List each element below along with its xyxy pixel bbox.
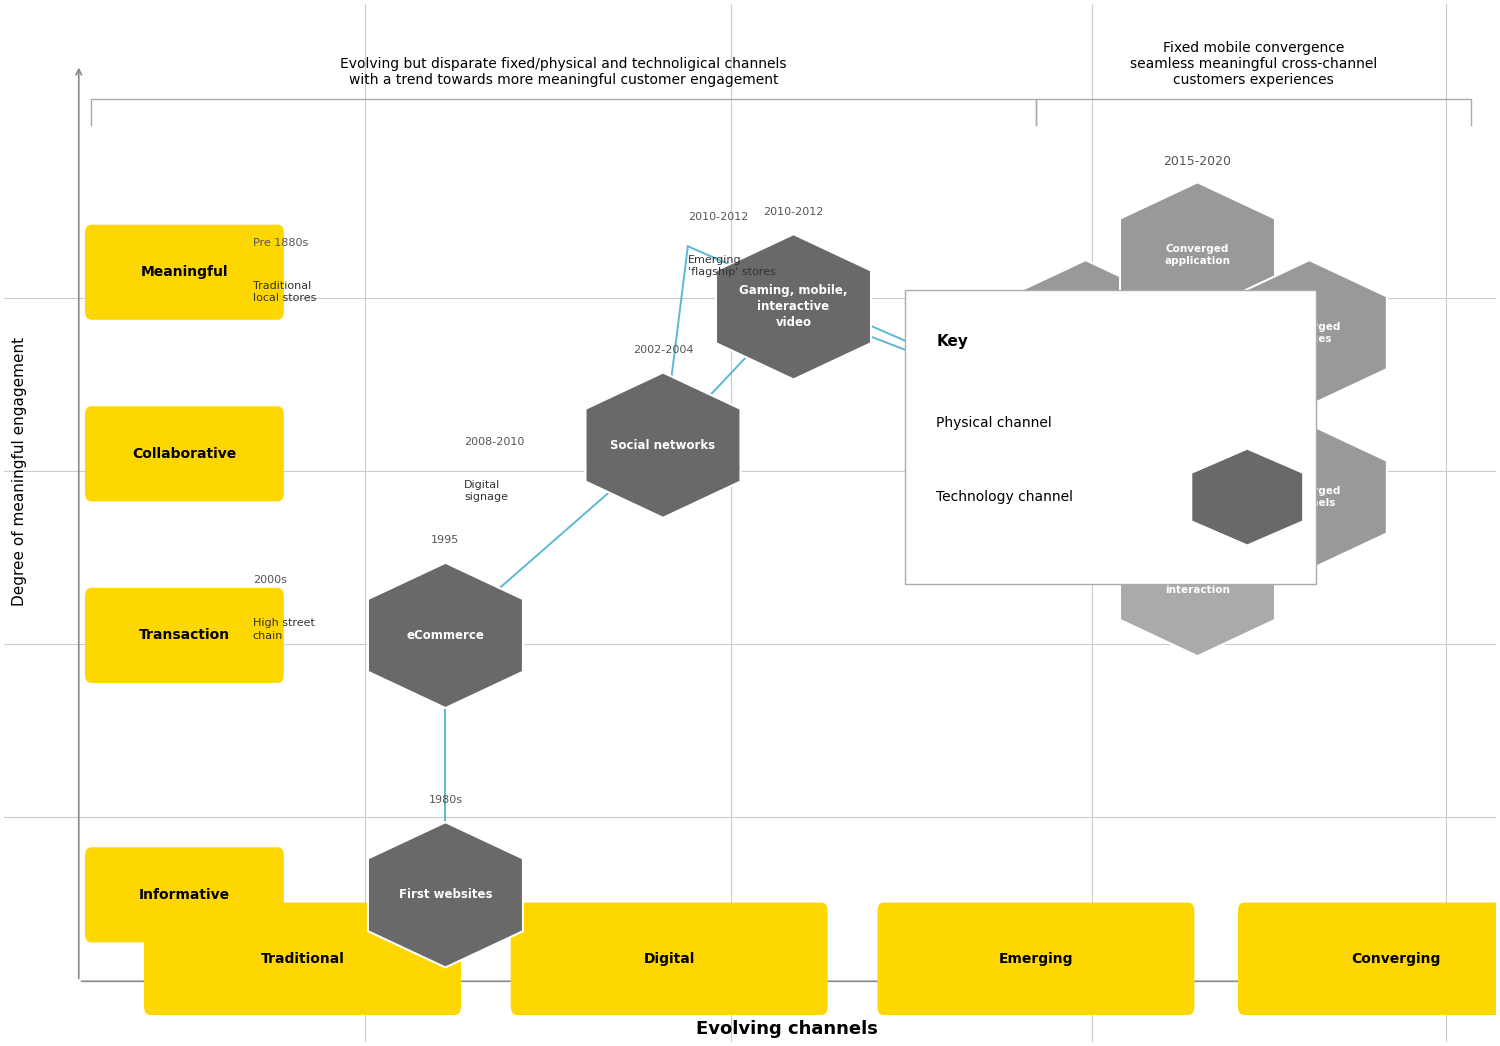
Polygon shape bbox=[1008, 260, 1162, 406]
Polygon shape bbox=[1232, 260, 1388, 406]
Polygon shape bbox=[1008, 425, 1162, 570]
Polygon shape bbox=[1232, 425, 1388, 570]
Text: Social networks: Social networks bbox=[610, 438, 716, 452]
Text: Converged
devices: Converged devices bbox=[1278, 321, 1341, 344]
Text: Pre 1880s: Pre 1880s bbox=[254, 238, 308, 248]
Text: Digital
signage: Digital signage bbox=[464, 480, 509, 502]
FancyBboxPatch shape bbox=[878, 903, 1194, 1015]
Text: Degree of meaningful engagement: Degree of meaningful engagement bbox=[12, 337, 27, 606]
Text: Transaction: Transaction bbox=[140, 629, 230, 642]
Text: Gaming, mobile,
interactive
video: Gaming, mobile, interactive video bbox=[740, 285, 847, 329]
Text: 1980s: 1980s bbox=[429, 795, 462, 805]
Text: Fixed mobile convergence
seamless meaningful cross-channel
customers experiences: Fixed mobile convergence seamless meanin… bbox=[1130, 41, 1377, 87]
Text: Collaborative: Collaborative bbox=[132, 447, 237, 461]
Text: Physical channel: Physical channel bbox=[936, 415, 1052, 430]
Polygon shape bbox=[1120, 346, 1275, 492]
FancyBboxPatch shape bbox=[86, 588, 284, 683]
FancyBboxPatch shape bbox=[144, 903, 460, 1015]
Text: Technology channel: Technology channel bbox=[936, 491, 1074, 504]
Text: Converged
application: Converged application bbox=[1164, 244, 1230, 266]
Text: 1995: 1995 bbox=[432, 536, 459, 545]
Text: Key: Key bbox=[936, 334, 969, 349]
Text: Converged
channels: Converged channels bbox=[1278, 485, 1341, 508]
Polygon shape bbox=[368, 563, 524, 708]
Text: Evolving but disparate fixed/physical and technoligical channels
with a trend to: Evolving but disparate fixed/physical an… bbox=[340, 56, 788, 87]
Text: Known at every
interaction: Known at every interaction bbox=[1152, 572, 1244, 595]
Text: eCommerce: eCommerce bbox=[406, 629, 484, 642]
FancyBboxPatch shape bbox=[1238, 903, 1500, 1015]
Text: 2008-2010: 2008-2010 bbox=[464, 437, 525, 447]
Text: 2010-2012: 2010-2012 bbox=[688, 212, 748, 222]
Text: Informative: Informative bbox=[140, 888, 230, 902]
Polygon shape bbox=[368, 822, 524, 968]
Text: Converging: Converging bbox=[1352, 952, 1442, 965]
Text: Traditional
local stores: Traditional local stores bbox=[254, 281, 316, 303]
FancyBboxPatch shape bbox=[906, 290, 1316, 584]
Polygon shape bbox=[1120, 510, 1275, 656]
Text: Digital: Digital bbox=[644, 952, 694, 965]
Text: 2015-2020: 2015-2020 bbox=[1164, 156, 1232, 168]
Text: Traditional: Traditional bbox=[261, 952, 345, 965]
Text: Converged
networks: Converged networks bbox=[1054, 321, 1118, 344]
Text: Converged
content: Converged content bbox=[1054, 485, 1118, 508]
Polygon shape bbox=[585, 372, 741, 518]
Text: 2002-2004: 2002-2004 bbox=[633, 345, 693, 356]
Text: Emerging
'flagship' stores: Emerging 'flagship' stores bbox=[688, 255, 776, 277]
Text: 2010-2012: 2010-2012 bbox=[764, 207, 824, 217]
Text: Meaningful: Meaningful bbox=[141, 266, 228, 279]
Text: Seamless
meaningful
experience: Seamless meaningful experience bbox=[1164, 402, 1232, 436]
Text: First websites: First websites bbox=[399, 888, 492, 902]
FancyBboxPatch shape bbox=[86, 406, 284, 501]
Text: 2000s: 2000s bbox=[254, 575, 286, 586]
FancyBboxPatch shape bbox=[510, 903, 828, 1015]
Text: Emerging: Emerging bbox=[999, 952, 1072, 965]
Polygon shape bbox=[1120, 182, 1275, 327]
FancyBboxPatch shape bbox=[86, 847, 284, 942]
FancyBboxPatch shape bbox=[86, 225, 284, 320]
Text: Evolving channels: Evolving channels bbox=[696, 1021, 877, 1039]
Polygon shape bbox=[1191, 449, 1304, 545]
Polygon shape bbox=[716, 234, 872, 380]
Text: High street
chain: High street chain bbox=[254, 618, 315, 640]
